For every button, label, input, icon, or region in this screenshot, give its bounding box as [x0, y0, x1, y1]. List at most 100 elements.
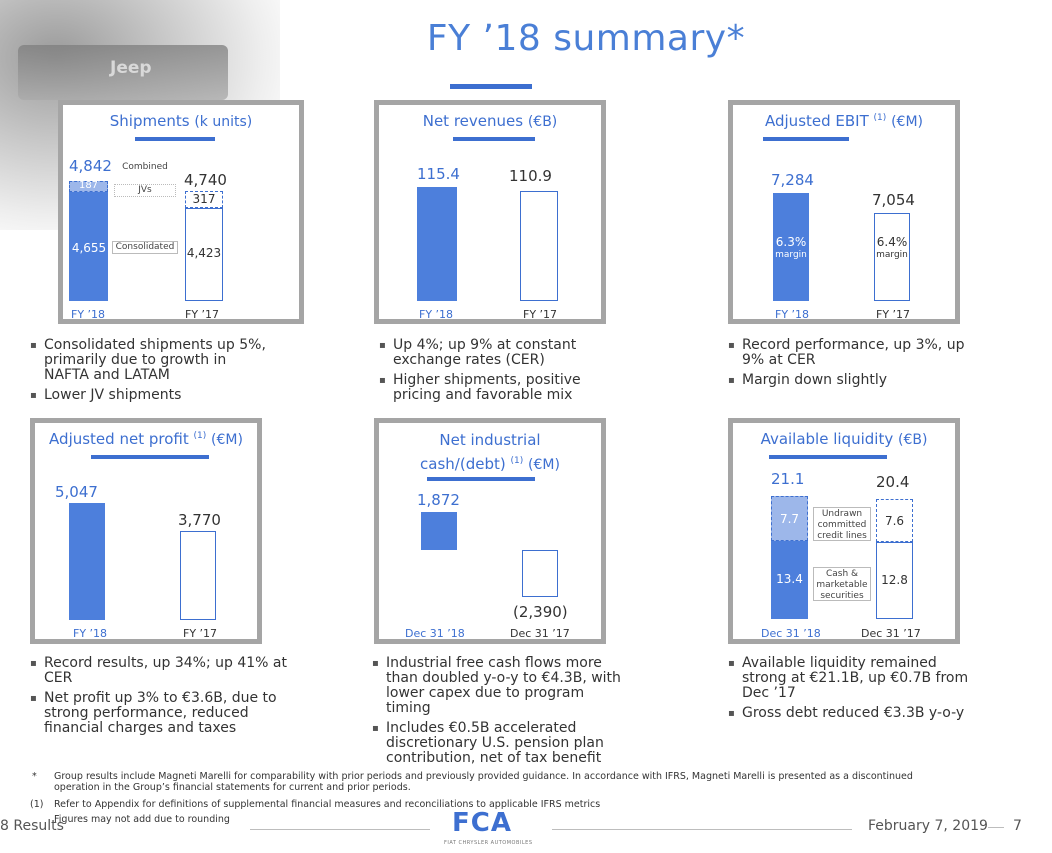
net-industrial-dec18-bar [421, 512, 457, 550]
footnote-star-mark: * [32, 771, 37, 782]
adjusted-net-profit-bullets: Record results, up 34%; up 41% at CER Ne… [30, 656, 290, 741]
adjusted-ebit-bullet-1: Record performance, up 3%, up 9% at CER [728, 338, 968, 368]
adjusted-net-profit-fy18-bar [69, 503, 105, 620]
shipments-title-underline [135, 137, 215, 141]
net-revenues-bullets: Up 4%; up 9% at constant exchange rates … [379, 338, 611, 408]
footer-results: 8 Results [0, 818, 64, 834]
net-revenues-fy18-bar [417, 187, 457, 301]
adjusted-net-profit-fy17-bar [180, 531, 216, 620]
shipments-fy17-label: FY ’17 [185, 308, 220, 321]
vehicle-badge-text: Jeep [110, 58, 152, 78]
liquidity-dec18-cash-bar [771, 541, 808, 619]
adjusted-net-profit-fy17-label: FY ’17 [183, 627, 218, 640]
adjusted-net-profit-panel: Adjusted net profit (1) (€M) 5,047 3,770… [30, 418, 262, 644]
page-number: 7 [1013, 818, 1022, 834]
adjusted-ebit-bullets: Record performance, up 3%, up 9% at CER … [728, 338, 968, 393]
liquidity-dec17-total: 20.4 [876, 473, 910, 491]
net-revenues-title: Net revenues (€B) [422, 112, 558, 130]
net-industrial-title-underline [427, 477, 535, 481]
net-industrial-title: Net industrial cash/(debt) (1) (€M) [420, 431, 560, 473]
liquidity-title-underline [769, 455, 887, 459]
adjusted-ebit-fy18-margin-label: margin [775, 250, 807, 260]
footer-line-left [250, 829, 430, 830]
footnote-one: Refer to Appendix for definitions of sup… [54, 799, 601, 810]
shipments-fy17-consolidated-bar [185, 208, 223, 301]
net-revenues-fy18-label: FY ’18 [419, 308, 454, 321]
footnote-one-mark: (1) [30, 799, 44, 810]
shipments-panel: Shipments (k units) 4,842 Combined 187 4… [58, 100, 304, 324]
liquidity-bullet-1: Available liquidity remained strong at €… [728, 656, 978, 701]
liquidity-dec18-total: 21.1 [771, 470, 805, 488]
net-revenues-panel: Net revenues (€B) 115.4 110.9 FY ’18 FY … [374, 100, 606, 324]
adjusted-ebit-fy18-margin: 6.3% [775, 235, 807, 249]
shipments-fy18-consolidated-bar [69, 192, 108, 301]
liquidity-dec18-undrawn-bar [771, 496, 808, 541]
page-title: FY ’18 summary* [426, 18, 746, 59]
net-revenues-title-underline [453, 137, 535, 141]
net-industrial-bullet-1: Industrial free cash flows more than dou… [372, 656, 622, 716]
net-industrial-dec18-value: 1,872 [417, 491, 460, 509]
footnote-rounding: Figures may not add due to rounding [54, 814, 230, 825]
net-industrial-dec17-label: Dec 31 ’17 [510, 627, 570, 640]
adjusted-ebit-fy17-bar [874, 213, 910, 301]
adjusted-ebit-fy18-value: 7,284 [771, 171, 814, 189]
adjusted-ebit-fy17-margin: 6.4% [876, 235, 908, 249]
net-revenues-fy17-label: FY ’17 [523, 308, 558, 321]
liquidity-dec17-cash-value: 12.8 [881, 573, 908, 587]
liquidity-panel: Available liquidity (€B) 21.1 7.7 13.4 U… [728, 418, 960, 644]
adjusted-ebit-fy17-label: FY ’17 [876, 308, 911, 321]
adjusted-net-profit-fy18-value: 5,047 [55, 483, 98, 501]
adjusted-net-profit-title-underline [91, 455, 209, 459]
liquidity-dec17-cash-bar [876, 542, 913, 619]
net-industrial-bullet-2: Includes €0.5B accelerated discretionary… [372, 721, 622, 766]
adjusted-net-profit-title: Adjusted net profit (1) (€M) [49, 430, 243, 448]
net-revenues-fy17-bar [520, 191, 558, 301]
adjusted-ebit-title: Adjusted EBIT (1) (€M) [765, 112, 923, 130]
liquidity-dec17-label: Dec 31 ’17 [861, 627, 921, 640]
adjusted-net-profit-bullet-1: Record results, up 34%; up 41% at CER [30, 656, 290, 686]
vehicle-grille [18, 45, 228, 100]
shipments-title: Shipments (k units) [109, 112, 253, 130]
adjusted-ebit-title-underline [763, 137, 849, 141]
title-underline [450, 84, 532, 89]
liquidity-dec18-cash-value: 13.4 [776, 572, 803, 586]
fca-logo-subtitle: FIAT CHRYSLER AUTOMOBILES [444, 840, 533, 846]
footer-line-page [988, 827, 1004, 828]
adjusted-ebit-bullet-2: Margin down slightly [728, 373, 968, 389]
shipments-fy18-label: FY ’18 [71, 308, 106, 321]
shipments-fy17-jv-value: 317 [192, 192, 216, 206]
footer-date: February 7, 2019 [868, 818, 988, 834]
adjusted-net-profit-bullet-2: Net profit up 3% to €3.6B, due to strong… [30, 691, 290, 736]
liquidity-title: Available liquidity (€B) [760, 430, 928, 448]
liquidity-bullets: Available liquidity remained strong at €… [728, 656, 978, 726]
net-revenues-fy18-value: 115.4 [417, 165, 460, 183]
net-revenues-fy17-value: 110.9 [509, 167, 552, 185]
footer-line-right [552, 829, 852, 830]
adjusted-ebit-fy18-label: FY ’18 [775, 308, 810, 321]
fca-logo: FCA [452, 808, 512, 838]
liquidity-bullet-2: Gross debt reduced €3.3B y-o-y [728, 706, 978, 722]
shipments-fy18-consolidated-value: 4,655 [71, 241, 107, 255]
shipments-fy18-combined: 4,842 [69, 157, 112, 175]
adjusted-ebit-fy18-bar [773, 193, 809, 301]
tag-consolidated: Consolidated [112, 241, 178, 254]
shipments-fy17-consolidated-value: 4,423 [186, 246, 222, 260]
adjusted-ebit-fy17-value: 7,054 [872, 191, 915, 209]
shipments-fy17-jv-bar [185, 191, 223, 208]
net-industrial-dec17-bar [522, 550, 558, 597]
net-industrial-bullets: Industrial free cash flows more than dou… [372, 656, 622, 771]
tag-undrawn-credit-lines: Undrawn committed credit lines [813, 507, 871, 541]
net-revenues-bullet-2: Higher shipments, positive pricing and f… [379, 373, 611, 403]
tag-jvs: JVs [114, 184, 176, 197]
net-industrial-dec18-label: Dec 31 ’18 [405, 627, 465, 640]
liquidity-dec17-undrawn-value: 7.6 [884, 514, 905, 528]
shipments-bullet-1: Consolidated shipments up 5%, primarily … [30, 338, 270, 383]
net-industrial-panel: Net industrial cash/(debt) (1) (€M) 1,87… [374, 418, 606, 644]
shipments-fy18-jv-bar [69, 181, 108, 192]
liquidity-dec18-label: Dec 31 ’18 [761, 627, 821, 640]
tag-cash-securities: Cash & marketable securities [813, 567, 871, 601]
shipments-fy18-jv-value: 187 [78, 180, 99, 191]
shipments-bullets: Consolidated shipments up 5%, primarily … [30, 338, 270, 408]
liquidity-dec18-undrawn-value: 7.7 [779, 512, 800, 526]
tag-combined: Combined [117, 162, 173, 173]
